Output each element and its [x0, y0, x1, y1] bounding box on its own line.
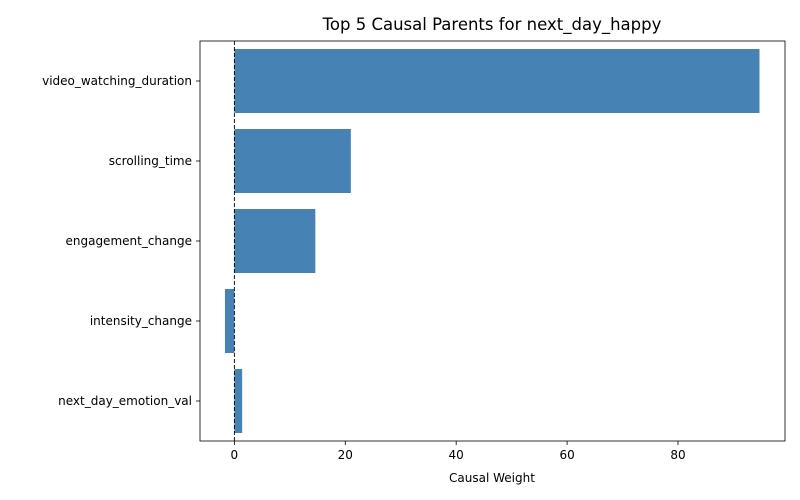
x-tick-label: 0	[231, 448, 239, 462]
y-tick-label: next_day_emotion_val	[58, 394, 192, 408]
y-tick-label: engagement_change	[65, 234, 192, 248]
x-tick-label: 80	[670, 448, 685, 462]
x-tick-label: 60	[559, 448, 574, 462]
x-tick-label: 20	[338, 448, 353, 462]
bar-engagement_change	[234, 209, 316, 273]
bar-next_day_emotion_val	[234, 369, 243, 433]
x-axis-ticks: 0 20 40 60 80	[231, 441, 686, 462]
x-tick-label: 40	[449, 448, 464, 462]
bar-intensity_change	[224, 289, 235, 353]
y-tick-label: scrolling_time	[109, 154, 192, 168]
bar-video_watching_duration	[234, 49, 760, 113]
bars-group	[224, 49, 760, 433]
x-axis-label: Causal Weight	[449, 471, 535, 485]
y-axis-ticks: video_watching_duration scrolling_timeeng…	[42, 74, 200, 408]
chart-title: Top 5 Causal Parents for next_day_happy	[322, 15, 662, 35]
y-tick-label: intensity_change	[90, 314, 192, 328]
y-tick-label: video_watching_duration	[42, 74, 192, 88]
bar-scrolling_time	[234, 129, 351, 193]
